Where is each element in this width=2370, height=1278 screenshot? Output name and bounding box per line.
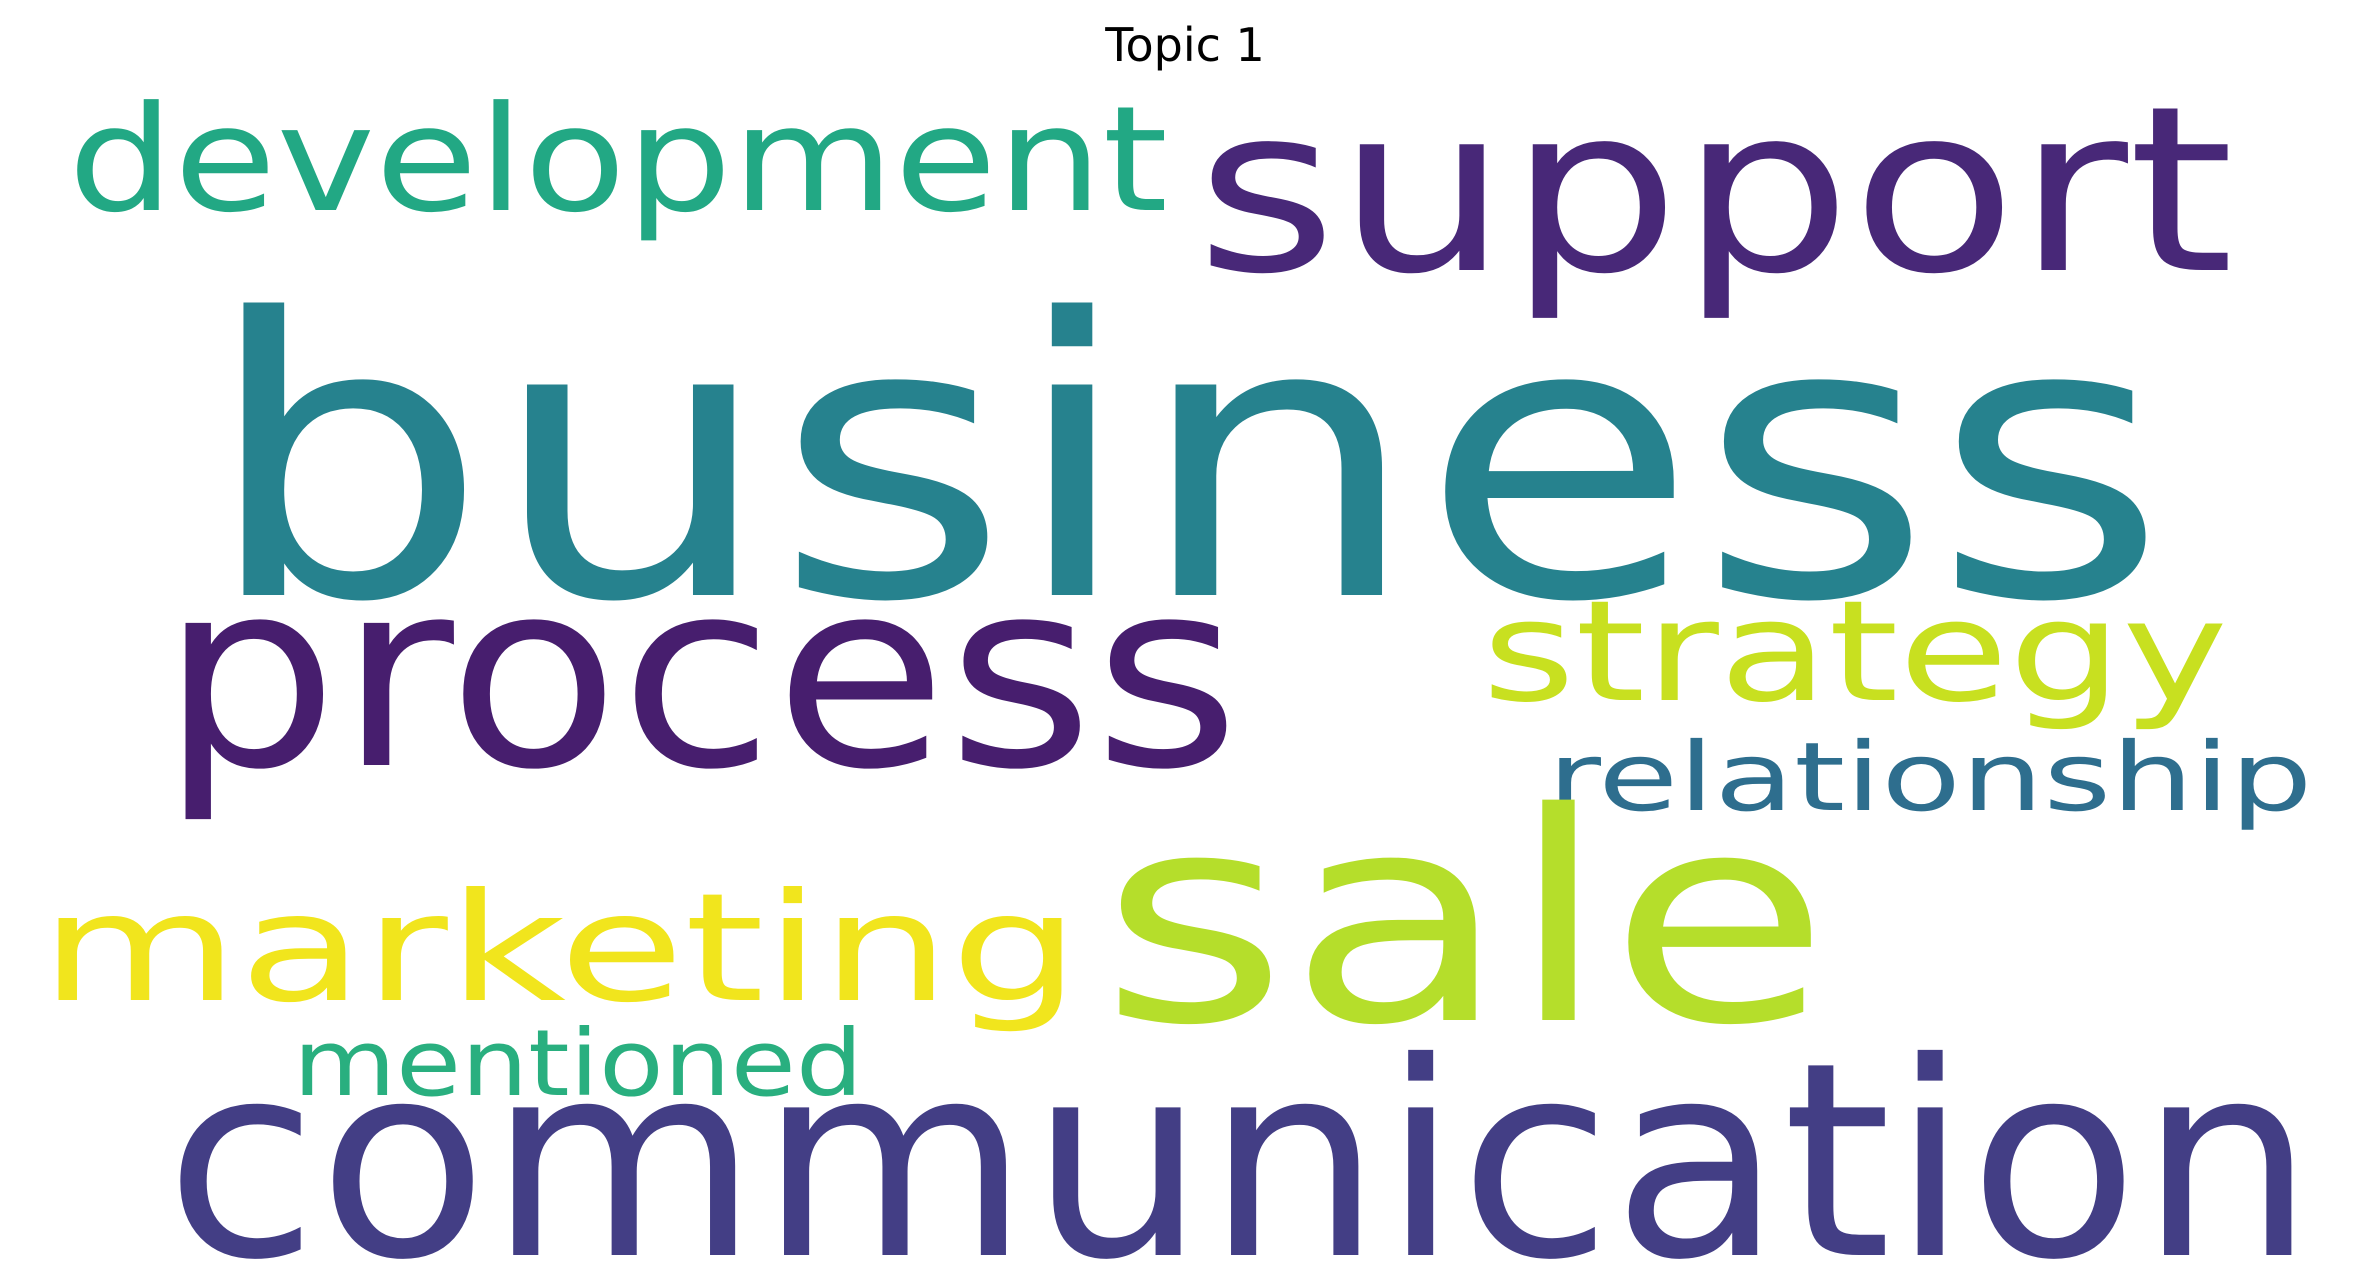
word-sale: sale [1100,752,1830,1089]
word-marketing: marketing [40,862,1080,1036]
word-strategy: strategy [1482,571,2228,734]
word-development: development [68,75,1168,245]
word-business: business [203,238,2168,686]
word-process: process [160,525,1240,827]
word-relationship: relationship [1548,723,2313,833]
word-mentioned: mentioned [293,1010,863,1117]
word-communication: communication [165,1004,2315,1278]
word-support: support [1196,58,2234,325]
chart-title: Topic 1 [1105,18,1265,72]
